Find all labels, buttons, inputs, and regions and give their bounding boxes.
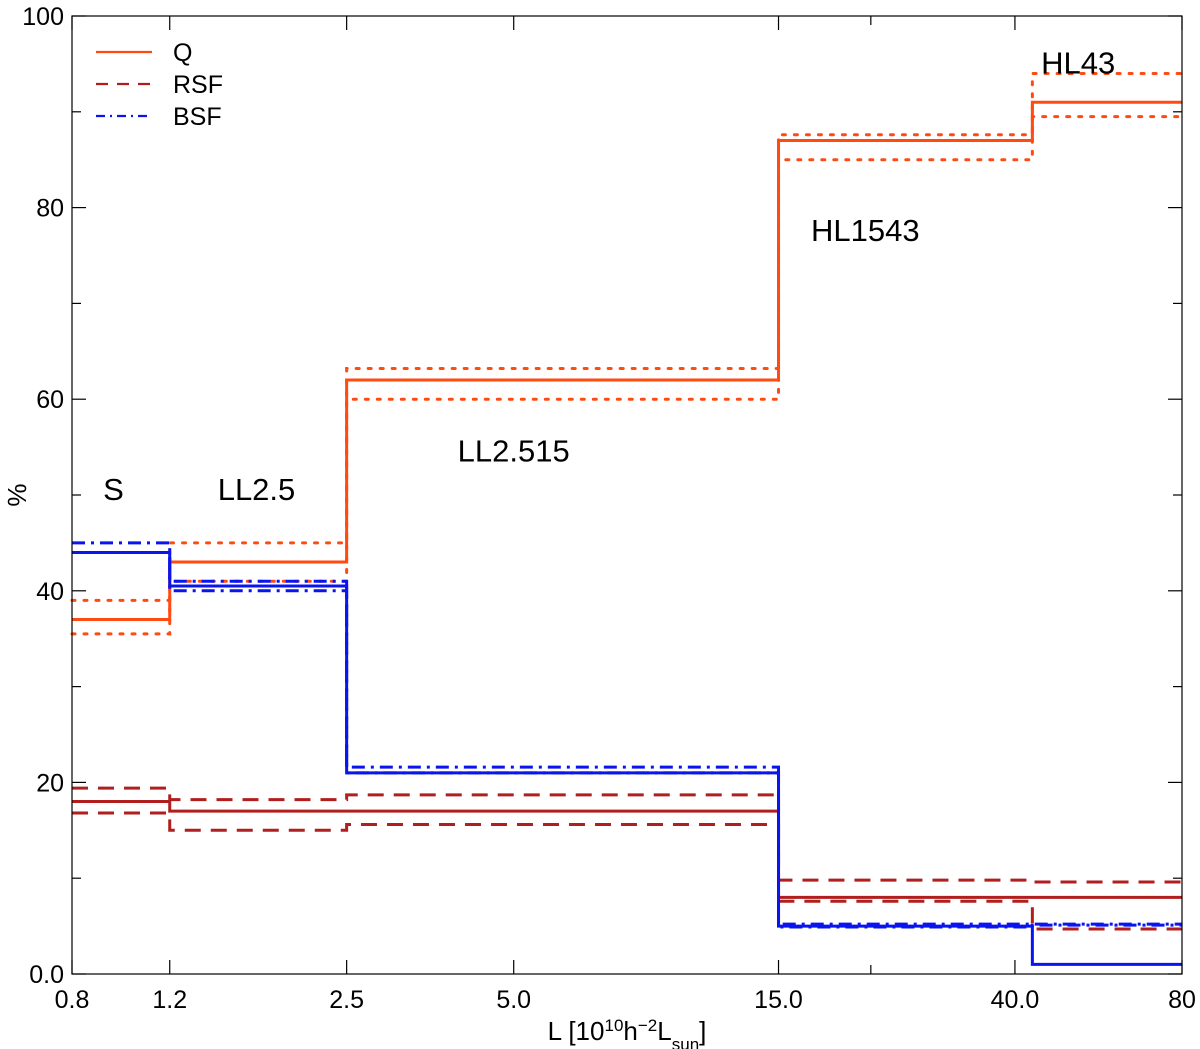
series-rsf	[72, 800, 1182, 899]
series-bsf-lower	[72, 550, 1182, 929]
series-q-upper	[70, 71, 1184, 602]
plot-lines	[70, 71, 1184, 966]
legend-label: RSF	[173, 71, 223, 99]
x-axis-title-sub: sun	[672, 1035, 699, 1049]
x-axis-title-base: L [10	[548, 1016, 605, 1046]
y-tick-label: 100	[22, 3, 64, 31]
axis-ticks: 0.8 1.2 2.5 5.0 15.0 40.0 80 0.0 20 40 60 80 100	[22, 3, 1196, 1014]
x-axis-title-sup1: 10	[604, 1016, 623, 1035]
series-rsf-lower	[72, 811, 1182, 931]
series-bsf-upper	[72, 541, 1182, 926]
y-tick-label: 80	[36, 195, 64, 223]
legend-label: BSF	[173, 103, 222, 131]
y-tick-label: 20	[36, 769, 64, 797]
legend: Q RSF BSF	[96, 39, 223, 131]
annotation-label: LL2.5	[218, 472, 296, 507]
annotation-label: S	[103, 472, 124, 507]
x-tick-label: 15.0	[754, 986, 803, 1014]
x-tick-label: 2.5	[329, 986, 364, 1014]
x-tick-label: 80	[1168, 986, 1196, 1014]
annotation-label: HL43	[1041, 45, 1115, 80]
x-axis-title: L [1010h−2Lsun]	[548, 1016, 707, 1049]
series-rsf-upper	[72, 786, 1182, 884]
x-axis-title-h: h	[623, 1016, 637, 1046]
x-tick-label: 0.8	[55, 986, 90, 1014]
y-tick-label: 60	[36, 386, 64, 414]
x-tick-label: 1.2	[152, 986, 187, 1014]
x-axis-title-sup2: −2	[638, 1016, 657, 1035]
x-tick-label: 5.0	[496, 986, 531, 1014]
annotation-label: HL1543	[811, 213, 920, 248]
x-tick-label: 40.0	[991, 986, 1040, 1014]
y-tick-label: 40	[36, 578, 64, 606]
annotations: S LL2.5 LL2.515 HL1543 HL43	[103, 45, 1115, 506]
series-q-lower	[70, 115, 1184, 636]
series-q	[72, 100, 1182, 622]
legend-label: Q	[173, 39, 192, 67]
x-axis-title-l: L	[657, 1016, 671, 1046]
y-axis-title: %	[2, 483, 32, 506]
y-tick-label: 0.0	[29, 961, 64, 989]
x-axis-title-close: ]	[699, 1016, 706, 1046]
annotation-label: LL2.515	[458, 433, 570, 468]
